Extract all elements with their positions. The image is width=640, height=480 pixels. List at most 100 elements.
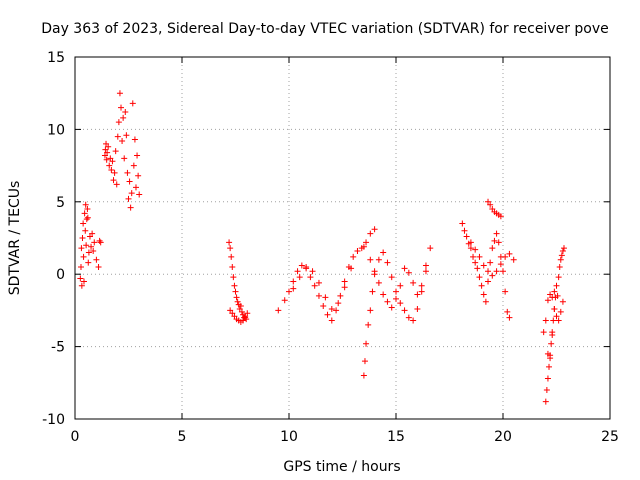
data-point — [237, 303, 244, 310]
data-point — [354, 248, 361, 255]
data-point — [131, 136, 138, 143]
data-point — [348, 265, 355, 272]
data-point — [410, 317, 417, 324]
data-point — [303, 263, 310, 270]
data-point — [122, 109, 129, 116]
data-point — [388, 304, 395, 311]
data-point — [371, 268, 378, 275]
data-point — [296, 274, 303, 281]
series-seg-early-b — [101, 90, 143, 211]
data-point — [510, 256, 517, 263]
data-point — [96, 237, 103, 244]
data-point — [414, 291, 421, 298]
data-point — [83, 242, 90, 249]
data-point — [461, 227, 468, 234]
data-point — [229, 263, 236, 270]
data-point — [544, 350, 551, 357]
grid — [75, 57, 610, 419]
data-point — [502, 288, 509, 295]
data-point — [233, 294, 240, 301]
data-point — [401, 307, 408, 314]
x-tick-labels: 0 5 10 15 20 25 — [71, 429, 619, 445]
series-seg-a — [226, 239, 251, 325]
data-point — [77, 263, 84, 270]
data-point — [405, 269, 412, 276]
y-tick-label: 15 — [47, 50, 65, 66]
data-point — [114, 133, 121, 140]
data-point — [286, 288, 292, 295]
data-point — [478, 282, 485, 289]
series-seg-g — [467, 239, 517, 279]
data-point — [384, 298, 391, 305]
y-tick-label: -10 — [42, 412, 65, 428]
data-point — [226, 239, 233, 246]
data-point — [118, 104, 125, 111]
data-point — [544, 375, 551, 382]
data-point — [228, 253, 235, 260]
data-point — [491, 237, 498, 244]
data-point — [367, 230, 374, 237]
x-axis-label: GPS time / hours — [283, 459, 400, 475]
data-point — [551, 288, 558, 295]
data-point — [281, 297, 288, 304]
data-point — [77, 275, 84, 282]
data-point — [103, 156, 110, 163]
data-point — [504, 308, 511, 315]
data-point — [105, 143, 112, 150]
data-point — [320, 303, 327, 310]
data-point — [414, 305, 421, 312]
data-point — [476, 274, 483, 281]
data-point — [418, 282, 425, 289]
data-point — [559, 298, 566, 305]
data-point — [82, 227, 89, 234]
data-point — [328, 317, 335, 324]
data-point — [80, 253, 87, 260]
data-point — [367, 256, 374, 263]
data-point — [119, 137, 126, 144]
data-point — [405, 314, 412, 321]
data-point — [90, 248, 97, 255]
data-point — [427, 245, 434, 252]
data-point — [480, 262, 487, 269]
data-point — [493, 268, 500, 275]
chart-title: Day 363 of 2023, Sidereal Day-to-day VTE… — [41, 21, 609, 37]
data-points — [77, 90, 567, 405]
data-point — [341, 284, 348, 291]
data-point — [480, 291, 487, 298]
x-tick-label: 5 — [178, 429, 187, 445]
data-point — [132, 184, 139, 191]
data-point — [506, 250, 513, 257]
data-point — [290, 278, 297, 285]
data-point — [350, 253, 357, 260]
data-point — [559, 248, 566, 255]
series-seg-j — [540, 288, 566, 362]
data-point — [485, 278, 492, 285]
data-point — [84, 214, 91, 221]
data-point — [337, 292, 344, 299]
data-point — [311, 282, 318, 289]
data-point — [80, 278, 87, 285]
data-point — [470, 253, 477, 260]
data-point — [106, 162, 113, 169]
data-point — [136, 191, 143, 198]
data-point — [115, 119, 122, 126]
x-tick-label: 15 — [387, 429, 405, 445]
data-point — [393, 295, 399, 302]
data-point — [328, 305, 335, 312]
plot-frame — [74, 56, 611, 420]
series-seg-c — [290, 243, 367, 312]
data-point — [555, 274, 562, 281]
data-point — [360, 372, 367, 379]
data-point — [81, 210, 88, 217]
data-point — [79, 235, 86, 241]
data-point — [476, 253, 483, 260]
data-point — [88, 243, 95, 250]
data-point — [487, 201, 494, 208]
data-point — [91, 239, 98, 246]
data-point — [244, 310, 251, 317]
data-point — [108, 166, 115, 173]
y-tick-labels: -10 -5 0 5 10 15 — [42, 50, 65, 428]
data-point — [397, 282, 404, 289]
data-point — [294, 268, 301, 275]
data-point — [322, 294, 329, 301]
